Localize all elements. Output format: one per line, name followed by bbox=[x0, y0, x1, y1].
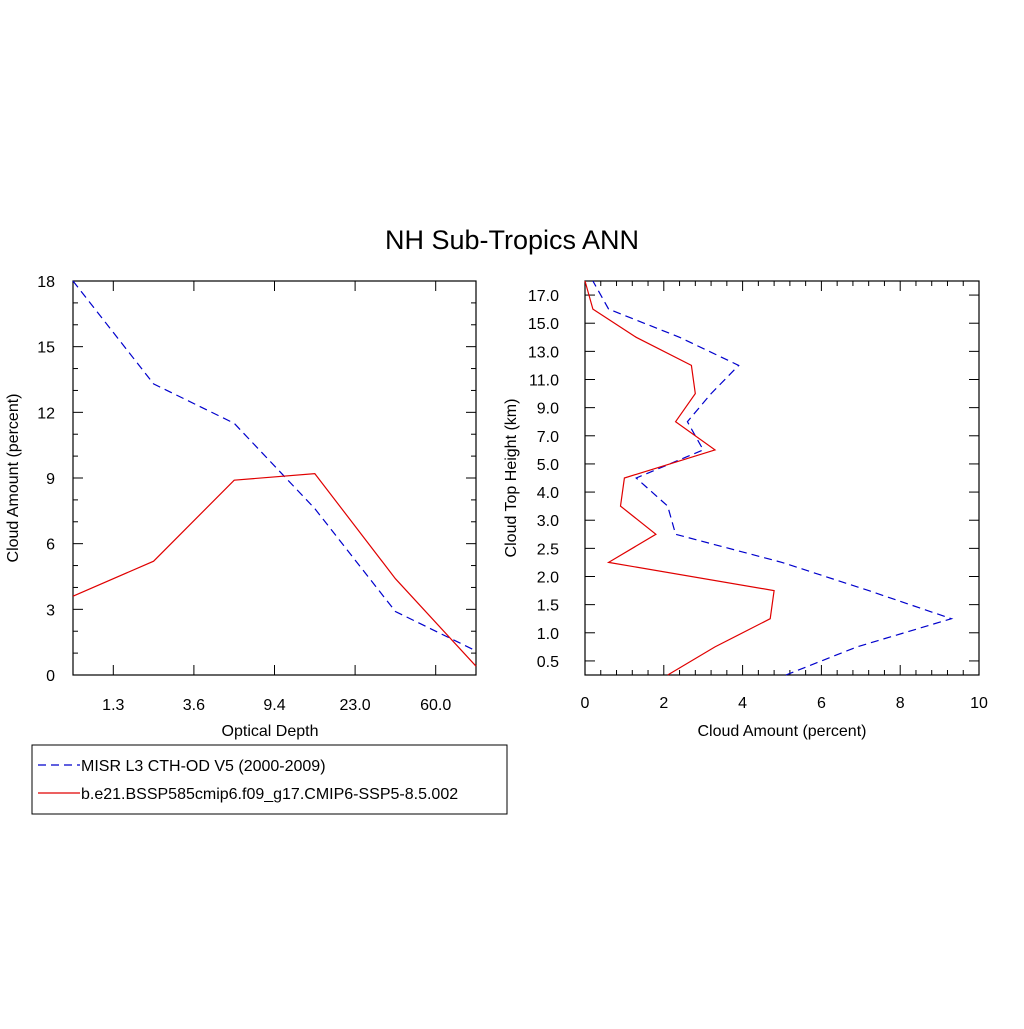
right-y-tick-label: 3.0 bbox=[537, 513, 559, 530]
left-x-axis-label: Optical Depth bbox=[222, 723, 319, 740]
left-y-tick-label: 3 bbox=[46, 602, 55, 619]
left-panel: Optical Depth Cloud Amount (percent) 1.3… bbox=[5, 274, 477, 740]
right-y-tick-label: 4.0 bbox=[537, 485, 559, 502]
left-plot-frame bbox=[72, 280, 477, 676]
left-y-tick-label: 15 bbox=[37, 340, 55, 357]
legend: MISR L3 CTH-OD V5 (2000-2009) b.e21.BSSP… bbox=[31, 744, 508, 815]
left-x-tick-label: 9.4 bbox=[263, 697, 285, 714]
right-x-tick-label: 0 bbox=[581, 695, 590, 712]
left-series-obs-line bbox=[72, 280, 477, 652]
right-y-tick-label: 1.0 bbox=[537, 626, 559, 643]
left-y-tick-label: 0 bbox=[46, 668, 55, 685]
left-series-model-line bbox=[72, 472, 477, 667]
legend-model-label: b.e21.BSSP585cmip6.f09_g17.CMIP6-SSP5-8.… bbox=[81, 786, 458, 803]
right-panel: Cloud Amount (percent) Cloud Top Height … bbox=[503, 280, 988, 740]
left-y-axis-label: Cloud Amount (percent) bbox=[5, 394, 22, 563]
right-x-axis-label: Cloud Amount (percent) bbox=[698, 723, 867, 740]
right-y-tick-label: 0.5 bbox=[537, 654, 559, 671]
left-y-tick-label: 9 bbox=[46, 471, 55, 488]
right-y-tick-label: 13.0 bbox=[528, 344, 559, 361]
right-series-obs-line bbox=[592, 280, 954, 676]
right-x-tick-label: 10 bbox=[970, 695, 988, 712]
right-y-tick-label: 2.0 bbox=[537, 570, 559, 587]
right-x-tick-label: 8 bbox=[896, 695, 905, 712]
left-x-tick-label: 23.0 bbox=[340, 697, 371, 714]
left-y-tick-label: 6 bbox=[46, 537, 55, 554]
left-x-tick-label: 60.0 bbox=[420, 697, 451, 714]
legend-box bbox=[31, 744, 508, 815]
left-y-tick-label: 18 bbox=[37, 274, 55, 291]
right-y-tick-label: 1.5 bbox=[537, 598, 559, 615]
right-plot-frame bbox=[584, 280, 980, 676]
left-y-tick-label: 12 bbox=[37, 405, 55, 422]
right-y-tick-label: 17.0 bbox=[528, 288, 559, 305]
right-y-tick-label: 2.5 bbox=[537, 541, 559, 558]
right-y-tick-label: 15.0 bbox=[528, 316, 559, 333]
right-y-tick-label: 9.0 bbox=[537, 401, 559, 418]
right-y-axis-label: Cloud Top Height (km) bbox=[503, 399, 520, 558]
legend-obs-label: MISR L3 CTH-OD V5 (2000-2009) bbox=[81, 758, 326, 775]
right-y-tick-label: 7.0 bbox=[537, 429, 559, 446]
right-x-tick-label: 2 bbox=[659, 695, 668, 712]
right-x-tick-label: 4 bbox=[738, 695, 747, 712]
right-series-model-line bbox=[584, 280, 775, 676]
left-x-tick-label: 1.3 bbox=[102, 697, 124, 714]
right-x-tick-label: 6 bbox=[817, 695, 826, 712]
right-y-tick-label: 11.0 bbox=[529, 373, 559, 390]
left-x-tick-label: 3.6 bbox=[183, 697, 205, 714]
chart-title: NH Sub-Tropics ANN bbox=[385, 225, 639, 255]
right-y-tick-label: 5.0 bbox=[537, 457, 559, 474]
